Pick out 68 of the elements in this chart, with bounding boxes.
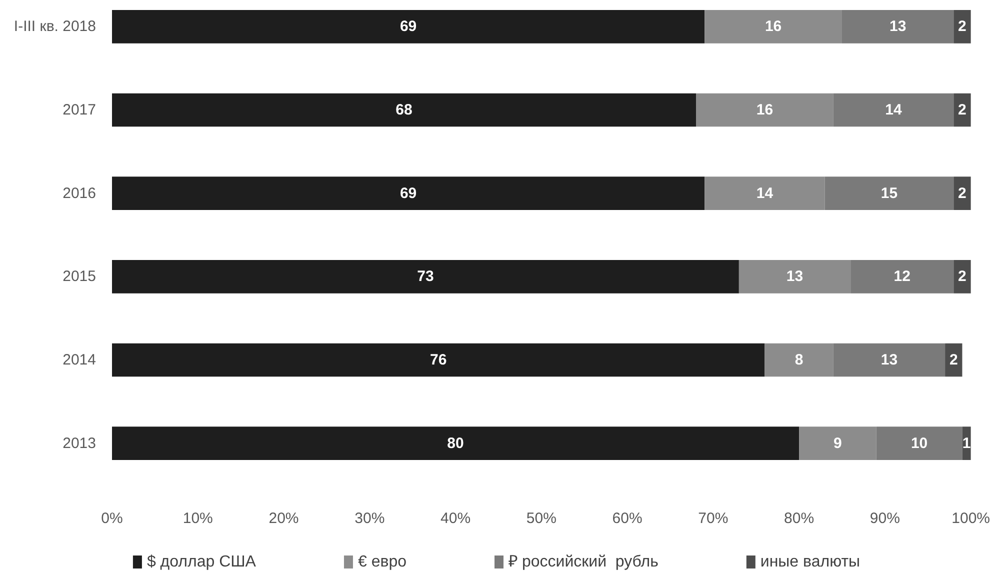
x-tick-label: 50% [526, 510, 556, 527]
data-label: 76 [430, 352, 447, 368]
bar [876, 426, 962, 460]
data-label: 8 [794, 352, 804, 368]
bar [824, 176, 954, 210]
data-label: 13 [889, 18, 906, 36]
data-label: 69 [400, 184, 417, 202]
legend-label: € евро [358, 554, 407, 570]
data-label: 15 [880, 184, 898, 202]
x-tick-label: 90% [870, 510, 900, 527]
bar [112, 426, 800, 460]
bar [842, 10, 954, 44]
bar [833, 343, 946, 377]
data-label: 69 [400, 18, 417, 36]
x-tick-label: 10% [182, 510, 213, 527]
bar [833, 93, 954, 127]
bar [954, 176, 971, 210]
bar [954, 260, 971, 294]
x-tick-label: 60% [612, 510, 642, 527]
legend-label: ₽ российский рубль [508, 554, 658, 570]
x-tick-label: 40% [440, 510, 471, 527]
data-label: 16 [764, 18, 782, 36]
y-tick-label: 2016 [62, 184, 96, 202]
data-label: 13 [880, 352, 898, 368]
legend-label: $ доллар США [146, 554, 256, 570]
x-tick-label: 0% [101, 510, 123, 527]
data-label: 2 [958, 268, 966, 286]
bar [112, 10, 705, 44]
y-tick-label: 2015 [62, 268, 96, 286]
bar [112, 260, 739, 294]
data-label: 13 [786, 268, 804, 286]
bar [704, 10, 842, 44]
data-label: 16 [756, 102, 774, 118]
bar [799, 426, 876, 460]
bar [696, 93, 834, 127]
bar [112, 176, 705, 210]
y-tick-label: 2017 [62, 102, 96, 118]
data-label: 68 [396, 102, 412, 118]
x-tick-label: 30% [354, 510, 385, 527]
data-label: 1 [962, 434, 971, 452]
y-tick-label: 2013 [62, 434, 96, 452]
data-label: 2 [958, 184, 966, 202]
data-label: 2 [958, 18, 966, 36]
x-tick-label: 20% [268, 510, 299, 527]
x-tick-label: 70% [698, 510, 728, 527]
x-tick-label: 80% [784, 510, 814, 527]
bar [954, 10, 971, 44]
legend-label: иные валюты [760, 554, 860, 570]
data-label: 12 [894, 268, 910, 286]
x-tick-label: 100% [952, 510, 990, 527]
data-label: 9 [834, 434, 842, 452]
bar [954, 93, 971, 127]
data-label: 2 [949, 352, 958, 368]
data-label: 80 [447, 434, 464, 452]
bar [112, 343, 765, 377]
data-label: 2 [958, 102, 966, 118]
bar [850, 260, 954, 294]
bar [962, 426, 971, 460]
data-label: 10 [910, 434, 928, 452]
y-tick-label: I-III кв. 2018 [14, 18, 96, 36]
data-label: 14 [885, 102, 903, 118]
bar [112, 93, 696, 127]
data-label: 73 [417, 268, 434, 286]
bar [704, 176, 825, 210]
y-tick-label: 2014 [62, 352, 96, 368]
bar [764, 343, 834, 377]
bar [738, 260, 851, 294]
data-label: 14 [756, 184, 774, 202]
